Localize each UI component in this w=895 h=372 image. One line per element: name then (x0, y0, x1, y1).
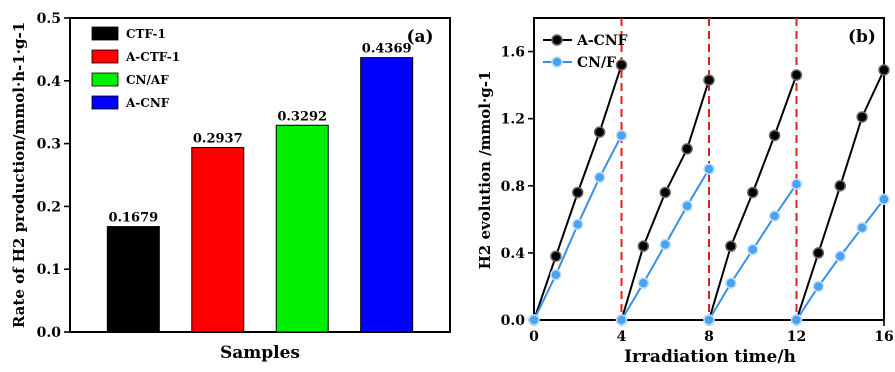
data-point (659, 186, 671, 199)
bar-ctf-1 (106, 226, 160, 333)
legend-marker (551, 34, 563, 46)
legend-label: CTF-1 (126, 27, 166, 41)
legend-label: A-CNF (576, 33, 628, 49)
data-point (703, 74, 715, 86)
bar-chart-value-labels: 0.1679 0.2937 0.3292 0.4369 (108, 42, 411, 226)
line-chart-legend: A-CNF CN/F (543, 33, 628, 71)
y-tick-label: 0.8 (501, 179, 525, 195)
data-point (681, 200, 693, 212)
data-point (834, 250, 846, 262)
data-point (615, 314, 628, 326)
data-point (550, 268, 562, 281)
legend-swatch (91, 49, 119, 64)
data-point (856, 111, 868, 123)
data-point (747, 186, 759, 199)
data-point (878, 64, 890, 76)
series-line-a-cnf (620, 79, 710, 321)
line-chart-series (528, 59, 890, 326)
legend-swatch (91, 95, 119, 110)
data-point (528, 314, 540, 326)
y-tick-label: 0.5 (37, 11, 61, 27)
data-point (856, 221, 868, 234)
data-point (637, 277, 650, 289)
bar-value-label: 0.1679 (108, 211, 158, 226)
x-tick-label: 4 (617, 329, 627, 345)
legend-label: CN/AF (126, 73, 169, 87)
data-point (812, 247, 825, 259)
data-point (703, 314, 715, 326)
legend-label: CN/F (577, 55, 616, 71)
bar-chart-panel-label: (a) (406, 27, 433, 47)
data-point (768, 210, 781, 222)
x-tick-label: 12 (787, 329, 806, 345)
legend-marker (551, 56, 563, 68)
y-tick-label: 0.4 (37, 74, 62, 90)
series-line-a-cnf (795, 69, 885, 321)
x-tick-label: 16 (874, 329, 893, 345)
bar-chart-x-axis-label: Samples (220, 343, 300, 363)
bar-a-ctf-1 (191, 147, 245, 333)
line-chart-ticks: 0.0 0.4 0.8 1.2 1.6 0 4 8 12 16 (501, 45, 894, 345)
y-tick-label: 0.2 (37, 199, 61, 215)
data-point (637, 240, 650, 252)
bar-chart-y-axis-label: Rate of H2 production/mmol·h-1·g-1 (10, 22, 28, 328)
data-point (725, 240, 737, 252)
data-point (790, 314, 803, 326)
y-tick-label: 0.3 (37, 137, 61, 153)
data-point (812, 280, 825, 293)
bar-cn-af (275, 124, 329, 333)
data-point (572, 186, 584, 199)
bar-chart-legend: CTF-1 A-CTF-1 CN/AF A-CNF (91, 26, 180, 110)
line-chart-panel-label: (b) (848, 27, 876, 47)
legend-swatch (91, 72, 119, 87)
bar-chart-frame (69, 17, 451, 333)
legend-label: A-CTF-1 (125, 50, 180, 64)
legend-label: A-CNF (125, 96, 170, 110)
y-tick-label: 1.6 (501, 45, 525, 61)
data-point (572, 218, 584, 231)
data-point (747, 243, 759, 256)
y-tick-label: 0.1 (37, 262, 61, 278)
bar-value-label: 0.3292 (277, 109, 327, 124)
data-point (659, 238, 671, 251)
data-point (593, 126, 606, 138)
y-tick-label: 0.0 (501, 313, 526, 329)
bar-chart-y-ticks: 0.0 0.1 0.2 0.3 0.4 0.5 (37, 11, 70, 341)
bar-chart-panel: 0.0 0.1 0.2 0.3 0.4 0.5 0.1679 0.2937 0.3292 0.4… (10, 11, 451, 363)
legend-swatch (91, 26, 119, 41)
data-point (790, 69, 803, 81)
data-point (550, 250, 562, 262)
data-point (615, 59, 628, 71)
bar-value-label: 0.4369 (362, 42, 412, 57)
y-tick-label: 1.2 (501, 112, 525, 128)
data-point (703, 163, 715, 175)
y-tick-label: 0.4 (501, 246, 526, 262)
data-point (768, 129, 781, 142)
y-tick-label: 0.0 (37, 325, 62, 341)
line-chart-x-axis-label: Irradiation time/h (624, 347, 796, 367)
data-point (615, 129, 628, 142)
x-tick-label: 0 (529, 329, 539, 345)
data-point (593, 171, 606, 184)
line-chart-panel: 0.0 0.4 0.8 1.2 1.6 0 4 8 12 16 A-CNF CN/F (b) Irr… (476, 17, 894, 367)
data-point (790, 178, 803, 190)
data-point (725, 277, 737, 289)
data-point (681, 143, 693, 155)
bar-chart-bars (106, 57, 414, 333)
x-tick-label: 8 (704, 329, 714, 345)
bar-value-label: 0.2937 (193, 132, 243, 147)
line-chart-y-axis-label: H2 evolution /mmol·g-1 (476, 71, 494, 270)
bar-a-cnf (360, 57, 414, 333)
data-point (878, 193, 890, 205)
data-point (834, 180, 846, 192)
